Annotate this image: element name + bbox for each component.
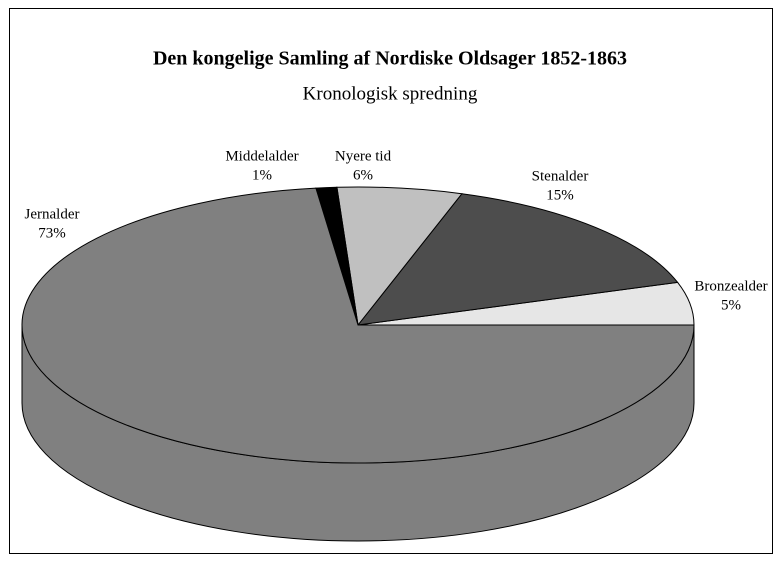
slice-label: Nyere tid [335, 148, 392, 164]
slice-label: Jernalder [25, 206, 80, 222]
chart-subtitle: Kronologisk spredning [303, 83, 478, 104]
slice-value-label: 5% [721, 297, 741, 313]
chart-title: Den kongelige Samling af Nordiske Oldsag… [153, 48, 627, 70]
slice [336, 186, 463, 327]
slice-label: Bronzealder [694, 278, 767, 294]
slice-value-label: 1% [252, 167, 272, 183]
slice [21, 187, 695, 464]
slice-label: Middelalder [225, 148, 298, 164]
slice-value-label: 15% [546, 187, 574, 203]
slice [356, 193, 679, 326]
slice-value-label: 73% [38, 225, 66, 241]
slice-label: Stenalder [532, 168, 589, 184]
slice-value-label: 6% [353, 167, 373, 183]
